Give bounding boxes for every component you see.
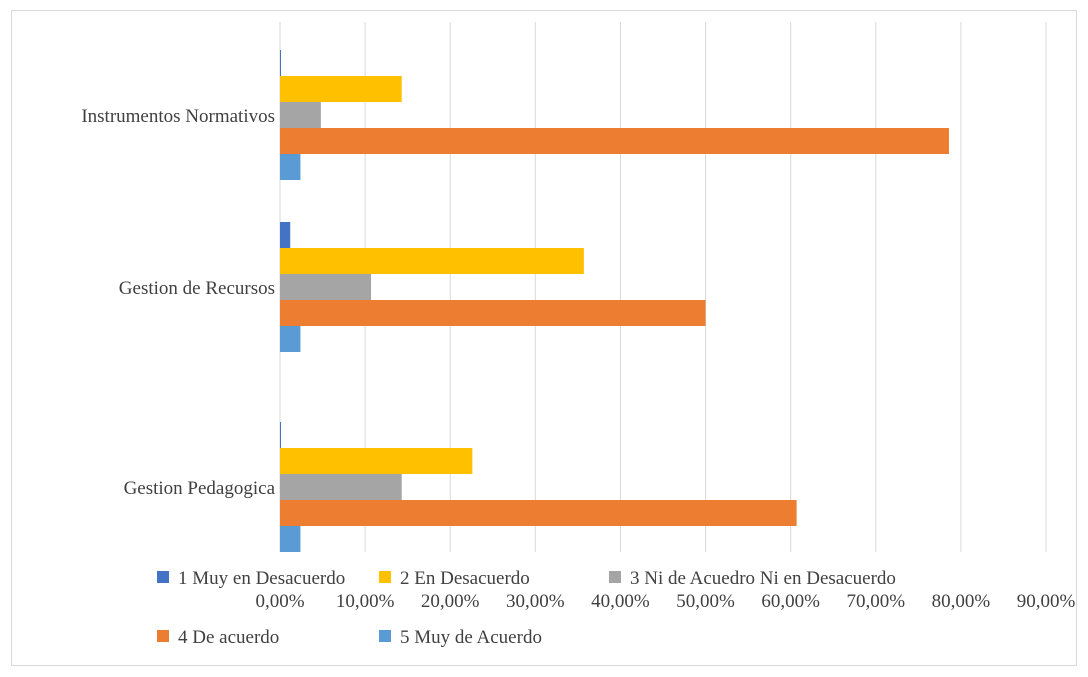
- category-labels: Instrumentos Normativos Gestion de Recurs…: [81, 106, 275, 499]
- category-label: Instrumentos Normativos: [81, 106, 275, 127]
- x-tick-label: 40,00%: [591, 591, 650, 612]
- legend-swatch: [609, 571, 621, 583]
- x-tick-label: 90,00%: [1017, 591, 1076, 612]
- legend-label: 3 Ni de Acuedro Ni en Desacuerdo: [630, 568, 896, 589]
- legend-label: 2 En Desacuerdo: [400, 568, 530, 589]
- legend-swatch: [379, 571, 391, 583]
- bars: [280, 50, 949, 552]
- x-tick-label: 0,00%: [255, 591, 304, 612]
- category-label: Gestion de Recursos: [119, 278, 275, 299]
- x-tick-labels: 0,00% 10,00% 20,00% 30,00% 40,00% 50,00% 60,00…: [255, 591, 1075, 612]
- x-tick-label: 80,00%: [932, 591, 991, 612]
- bar: [280, 222, 291, 248]
- bar: [280, 300, 706, 326]
- bar: [280, 248, 584, 274]
- legend-label: 1 Muy en Desacuerdo: [178, 568, 345, 589]
- x-tick-label: 50,00%: [676, 591, 735, 612]
- legend-swatch: [157, 571, 169, 583]
- chart-frame: [11, 10, 1077, 666]
- bar: [280, 128, 949, 154]
- x-tick-label: 20,00%: [421, 591, 480, 612]
- bar: [280, 274, 372, 300]
- legend-swatch: [379, 630, 391, 642]
- x-tick-label: 10,00%: [336, 591, 395, 612]
- legend-label: 4 De acuerdo: [178, 627, 279, 648]
- legend-swatch: [157, 630, 169, 642]
- x-tick-label: 70,00%: [846, 591, 905, 612]
- x-tick-label: 60,00%: [761, 591, 820, 612]
- bar: [280, 326, 301, 352]
- bar: [280, 448, 473, 474]
- bar: [280, 526, 301, 552]
- bar: [280, 474, 402, 500]
- bar: [280, 422, 281, 448]
- category-label: Gestion Pedagogica: [124, 478, 276, 499]
- bar: [280, 500, 797, 526]
- bar: [280, 50, 281, 76]
- x-tick-label: 30,00%: [506, 591, 565, 612]
- bar: [280, 102, 321, 128]
- bar: [280, 154, 301, 180]
- bar: [280, 76, 402, 102]
- legend-label: 5 Muy de Acuerdo: [400, 627, 542, 648]
- legend: 1 Muy en Desacuerdo 2 En Desacuerdo 3 Ni d…: [157, 568, 896, 648]
